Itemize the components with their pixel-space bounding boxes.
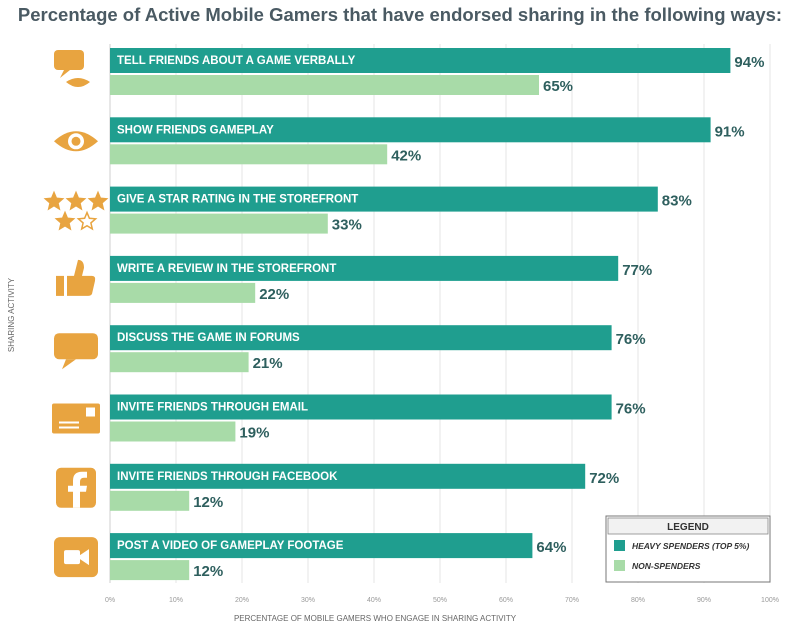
bar-heavy-spenders [110, 255, 619, 281]
bar-non-spenders [110, 560, 190, 581]
legend-entry-label: HEAVY SPENDERS (TOP 5%) [632, 541, 749, 551]
bar-heavy-spenders [110, 463, 586, 489]
star-rating-icon [43, 190, 109, 231]
category-label: INVITE FRIENDS THROUGH FACEBOOK [117, 471, 338, 483]
x-tick-label: 70% [565, 597, 579, 604]
x-axis-title: PERCENTAGE OF MOBILE GAMERS WHO ENGAGE I… [234, 614, 517, 623]
bar-heavy-spenders [110, 48, 731, 73]
value-label-heavy-spenders: 72% [589, 470, 619, 487]
category-icons [43, 50, 109, 578]
bar-non-spenders [110, 421, 236, 442]
category-label: DISCUSS THE GAME IN FORUMS [117, 332, 300, 344]
category-label: SHOW FRIENDS GAMEPLAY [117, 124, 274, 136]
value-label-non-spenders: 12% [193, 494, 223, 511]
x-tick-label: 100% [761, 597, 779, 604]
value-label-non-spenders: 12% [193, 563, 223, 580]
value-label-non-spenders: 42% [391, 147, 421, 164]
category-label: TELL FRIENDS ABOUT A GAME VERBALLY [117, 55, 356, 67]
legend-header [607, 517, 769, 535]
legend-entry-label: NON-SPENDERS [632, 561, 701, 571]
envelope-icon [52, 403, 100, 434]
x-tick-label: 20% [235, 597, 249, 604]
x-tick-label: 40% [367, 597, 381, 604]
bar-non-spenders [110, 75, 539, 95]
value-label-heavy-spenders: 76% [616, 331, 646, 348]
value-label-heavy-spenders: 77% [622, 262, 652, 279]
bar-heavy-spenders [110, 533, 533, 559]
x-tick-label: 30% [301, 597, 315, 604]
video-camera-icon [54, 537, 98, 578]
value-label-heavy-spenders: 64% [536, 539, 566, 556]
value-label-non-spenders: 21% [253, 355, 283, 372]
value-label-non-spenders: 22% [259, 286, 289, 303]
bar-non-spenders [110, 144, 388, 165]
eye-icon [54, 131, 98, 152]
chat-bubble-icon [54, 333, 98, 370]
legend-title: LEGEND [667, 522, 709, 533]
x-tick-label: 90% [697, 597, 711, 604]
facebook-icon [56, 467, 96, 508]
thumbs-up-icon [56, 259, 96, 296]
legend: LEGEND HEAVY SPENDERS (TOP 5%) NON-SPENDER… [605, 515, 771, 583]
bar-non-spenders [110, 282, 256, 303]
speech-lips-icon [54, 50, 90, 87]
y-axis-title: SHARING ACTIVITY [7, 277, 16, 352]
x-tick-label: 0% [105, 597, 115, 604]
category-label: GIVE A STAR RATING IN THE STOREFRONT [117, 194, 358, 206]
value-label-non-spenders: 65% [543, 78, 573, 95]
legend-swatch [614, 560, 625, 571]
value-label-non-spenders: 33% [332, 217, 362, 234]
category-label: INVITE FRIENDS THROUGH EMAIL [117, 402, 308, 414]
bar-heavy-spenders [110, 394, 612, 420]
bar-heavy-spenders [110, 186, 658, 212]
x-tick-label: 60% [499, 597, 513, 604]
bar-non-spenders [110, 490, 190, 511]
value-label-heavy-spenders: 76% [616, 401, 646, 418]
value-label-heavy-spenders: 91% [715, 123, 745, 140]
value-label-non-spenders: 19% [239, 425, 269, 442]
value-label-heavy-spenders: 94% [734, 54, 764, 71]
category-label: POST A VIDEO OF GAMEPLAY FOOTAGE [117, 540, 344, 552]
x-axis-ticks: 0% 10% 20% 30% 40% 50% 60% 70% 80% 90% 100% [105, 597, 779, 604]
bar-non-spenders [110, 352, 249, 373]
legend-swatch [614, 540, 625, 551]
chart-title: Percentage of Active Mobile Gamers that … [17, 4, 783, 25]
bar-non-spenders [110, 213, 328, 234]
x-tick-label: 80% [631, 597, 645, 604]
value-label-heavy-spenders: 83% [662, 193, 692, 210]
x-tick-label: 50% [433, 597, 447, 604]
bar-heavy-spenders [110, 325, 612, 351]
bar-heavy-spenders [110, 117, 711, 143]
x-tick-label: 10% [169, 597, 183, 604]
category-label: WRITE A REVIEW IN THE STOREFRONT [117, 263, 336, 275]
bars: TELL FRIENDS ABOUT A GAME VERBALLY 94% 65%… [110, 48, 764, 581]
